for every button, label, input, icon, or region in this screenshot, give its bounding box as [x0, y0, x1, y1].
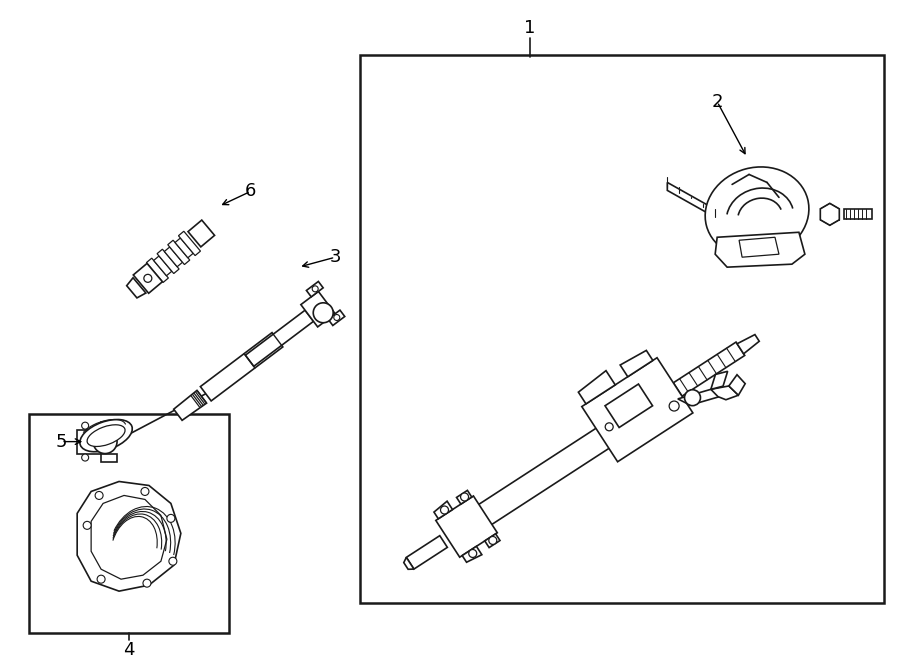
Polygon shape — [678, 389, 724, 405]
Polygon shape — [579, 371, 616, 404]
Polygon shape — [474, 385, 676, 527]
Circle shape — [82, 454, 88, 461]
Circle shape — [93, 430, 117, 453]
Circle shape — [95, 492, 104, 500]
Circle shape — [83, 522, 91, 529]
Text: 5: 5 — [56, 432, 67, 451]
Polygon shape — [306, 282, 323, 297]
Ellipse shape — [80, 420, 132, 451]
Polygon shape — [101, 453, 117, 461]
Text: 1: 1 — [524, 19, 536, 37]
Polygon shape — [667, 182, 716, 217]
Ellipse shape — [706, 167, 809, 258]
Polygon shape — [716, 232, 805, 267]
Circle shape — [440, 506, 448, 514]
Polygon shape — [711, 371, 727, 389]
Polygon shape — [463, 547, 482, 563]
Polygon shape — [844, 210, 872, 219]
Polygon shape — [301, 292, 335, 327]
Circle shape — [141, 487, 149, 496]
Circle shape — [166, 514, 175, 522]
Bar — [360, 55, 884, 603]
Polygon shape — [201, 332, 283, 401]
Circle shape — [313, 303, 333, 323]
Polygon shape — [127, 278, 146, 298]
Polygon shape — [165, 247, 183, 267]
Polygon shape — [175, 238, 194, 258]
Polygon shape — [605, 384, 652, 428]
Polygon shape — [158, 249, 179, 274]
Text: 2: 2 — [711, 93, 723, 110]
Text: 6: 6 — [245, 182, 256, 200]
Polygon shape — [456, 490, 472, 504]
Polygon shape — [485, 534, 500, 547]
Polygon shape — [154, 256, 172, 276]
Circle shape — [312, 286, 319, 292]
Polygon shape — [581, 358, 693, 462]
Polygon shape — [188, 220, 214, 247]
Circle shape — [670, 401, 680, 411]
Bar — [30, 414, 229, 633]
Polygon shape — [739, 237, 779, 257]
Circle shape — [334, 315, 340, 321]
Text: 3: 3 — [329, 248, 341, 266]
Circle shape — [469, 549, 477, 557]
Circle shape — [144, 274, 152, 282]
Polygon shape — [436, 496, 498, 557]
Polygon shape — [133, 264, 162, 293]
Polygon shape — [404, 557, 414, 569]
Polygon shape — [673, 342, 744, 396]
Circle shape — [605, 423, 613, 431]
Polygon shape — [434, 501, 453, 519]
Polygon shape — [328, 310, 345, 325]
Polygon shape — [711, 386, 738, 400]
Text: 4: 4 — [123, 641, 135, 659]
Polygon shape — [147, 258, 168, 282]
Polygon shape — [174, 391, 207, 420]
Polygon shape — [91, 496, 166, 579]
Polygon shape — [77, 481, 181, 591]
Circle shape — [489, 537, 497, 545]
Polygon shape — [178, 231, 201, 256]
Polygon shape — [246, 310, 313, 366]
Polygon shape — [77, 430, 101, 453]
Polygon shape — [406, 535, 447, 569]
Circle shape — [685, 390, 700, 406]
Polygon shape — [167, 240, 190, 264]
Polygon shape — [820, 204, 840, 225]
Circle shape — [82, 422, 88, 429]
Circle shape — [169, 557, 177, 565]
Polygon shape — [729, 375, 745, 395]
Circle shape — [461, 493, 469, 501]
Ellipse shape — [87, 425, 125, 446]
Polygon shape — [620, 350, 652, 377]
Polygon shape — [737, 334, 760, 354]
Circle shape — [97, 575, 105, 583]
Circle shape — [143, 579, 151, 587]
Polygon shape — [101, 422, 117, 430]
